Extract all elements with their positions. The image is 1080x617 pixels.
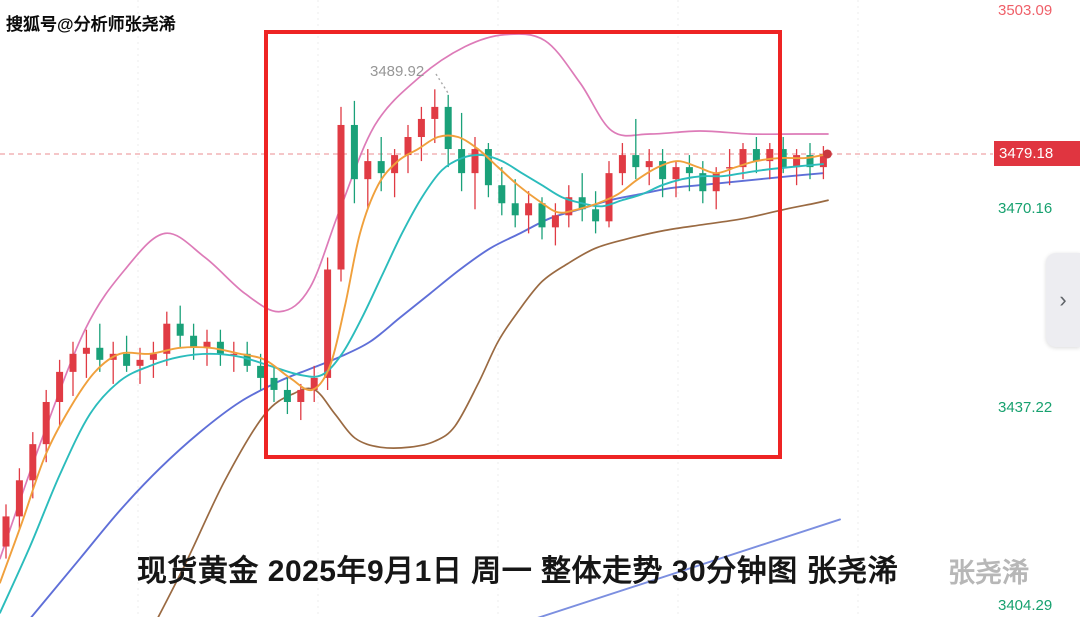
candle-body <box>484 149 492 186</box>
candles-layer <box>2 89 827 559</box>
candle-body <box>618 155 626 174</box>
y-axis-label-3503: 3503.09 <box>998 2 1053 19</box>
candle-body <box>69 353 77 372</box>
candle-body <box>243 353 251 366</box>
ma-lines-layer <box>0 134 832 614</box>
candle-body <box>123 353 131 366</box>
candle-body <box>739 149 747 168</box>
candle-body <box>377 161 385 174</box>
candle-body <box>203 341 211 348</box>
candle-body <box>82 347 90 354</box>
candle-body <box>431 106 439 119</box>
candle-body <box>324 269 332 378</box>
candle-body <box>645 161 653 168</box>
peak-price-annotation: 3489.92 <box>370 63 425 80</box>
candle-body <box>149 353 157 360</box>
candle-body <box>498 185 506 204</box>
candle-body <box>806 155 814 168</box>
y-axis-label-3437: 3437.22 <box>998 399 1053 416</box>
candle-body <box>726 167 734 169</box>
watermark-top-left: 搜狐号@分析师张尧浠 <box>6 15 176 34</box>
candle-body <box>96 347 104 360</box>
candle-body <box>42 401 50 445</box>
annotation-connector <box>435 73 449 94</box>
annotations-layer <box>435 73 449 94</box>
candle-body <box>310 377 318 390</box>
candle-body <box>793 155 801 168</box>
candle-body <box>216 341 224 354</box>
candle-body <box>605 173 613 222</box>
candle-body <box>404 137 412 156</box>
last-price-dot <box>822 149 832 159</box>
candle-body <box>136 359 144 366</box>
candle-body <box>163 323 171 354</box>
price-axis[interactable]: 3503.09 3479.18 3470.16 3437.22 3404.29 <box>994 0 1080 617</box>
candle-body <box>337 124 345 270</box>
candle-body <box>752 149 760 162</box>
ma-mid <box>0 154 824 614</box>
candle-body <box>270 377 278 390</box>
candle-body <box>190 335 198 348</box>
chevron-right-icon: › <box>1059 287 1067 312</box>
candle-body <box>364 161 372 180</box>
candle-body <box>283 389 291 402</box>
candle-body <box>565 197 573 216</box>
highlight-box <box>264 30 782 459</box>
candle-body <box>551 215 559 228</box>
candle-body <box>592 209 600 222</box>
candle-body <box>176 323 184 336</box>
candle-body <box>2 516 10 547</box>
last-price-badge: 3479.18 <box>994 141 1080 166</box>
ma-fast <box>0 134 824 584</box>
candle-body <box>632 155 640 168</box>
candle-body <box>672 167 680 180</box>
trend-line <box>537 518 841 617</box>
candle-body <box>766 149 774 162</box>
y-axis-label-3404: 3404.29 <box>998 597 1053 614</box>
candle-body <box>56 371 64 402</box>
y-axis-label-3470: 3470.16 <box>998 200 1053 217</box>
candle-body <box>819 153 827 168</box>
candle-body <box>350 124 358 180</box>
candle-body <box>659 161 667 180</box>
chart-caption: 现货黄金 2025年9月1日 周一 整体走势 30分钟图 张尧浠 <box>136 555 899 588</box>
watermark-bottom-right: 张尧浠 <box>948 558 1029 588</box>
candle-body <box>257 365 265 378</box>
candle-body <box>458 149 466 174</box>
candle-body <box>471 149 479 174</box>
gridlines-layer <box>0 0 993 617</box>
candle-body <box>297 389 305 402</box>
candle-body <box>685 167 693 174</box>
candle-body <box>511 203 519 216</box>
expand-panel-button[interactable]: › <box>1046 253 1080 347</box>
candle-body <box>29 444 37 481</box>
candle-body <box>712 173 720 192</box>
upper-band <box>0 33 829 560</box>
candle-body <box>15 480 23 517</box>
candle-body <box>525 203 533 216</box>
candle-body <box>538 203 546 228</box>
candle-body <box>699 173 707 192</box>
candle-body <box>417 118 425 138</box>
candle-body <box>230 353 238 356</box>
candle-body <box>444 106 452 150</box>
ma-slow <box>30 172 824 617</box>
